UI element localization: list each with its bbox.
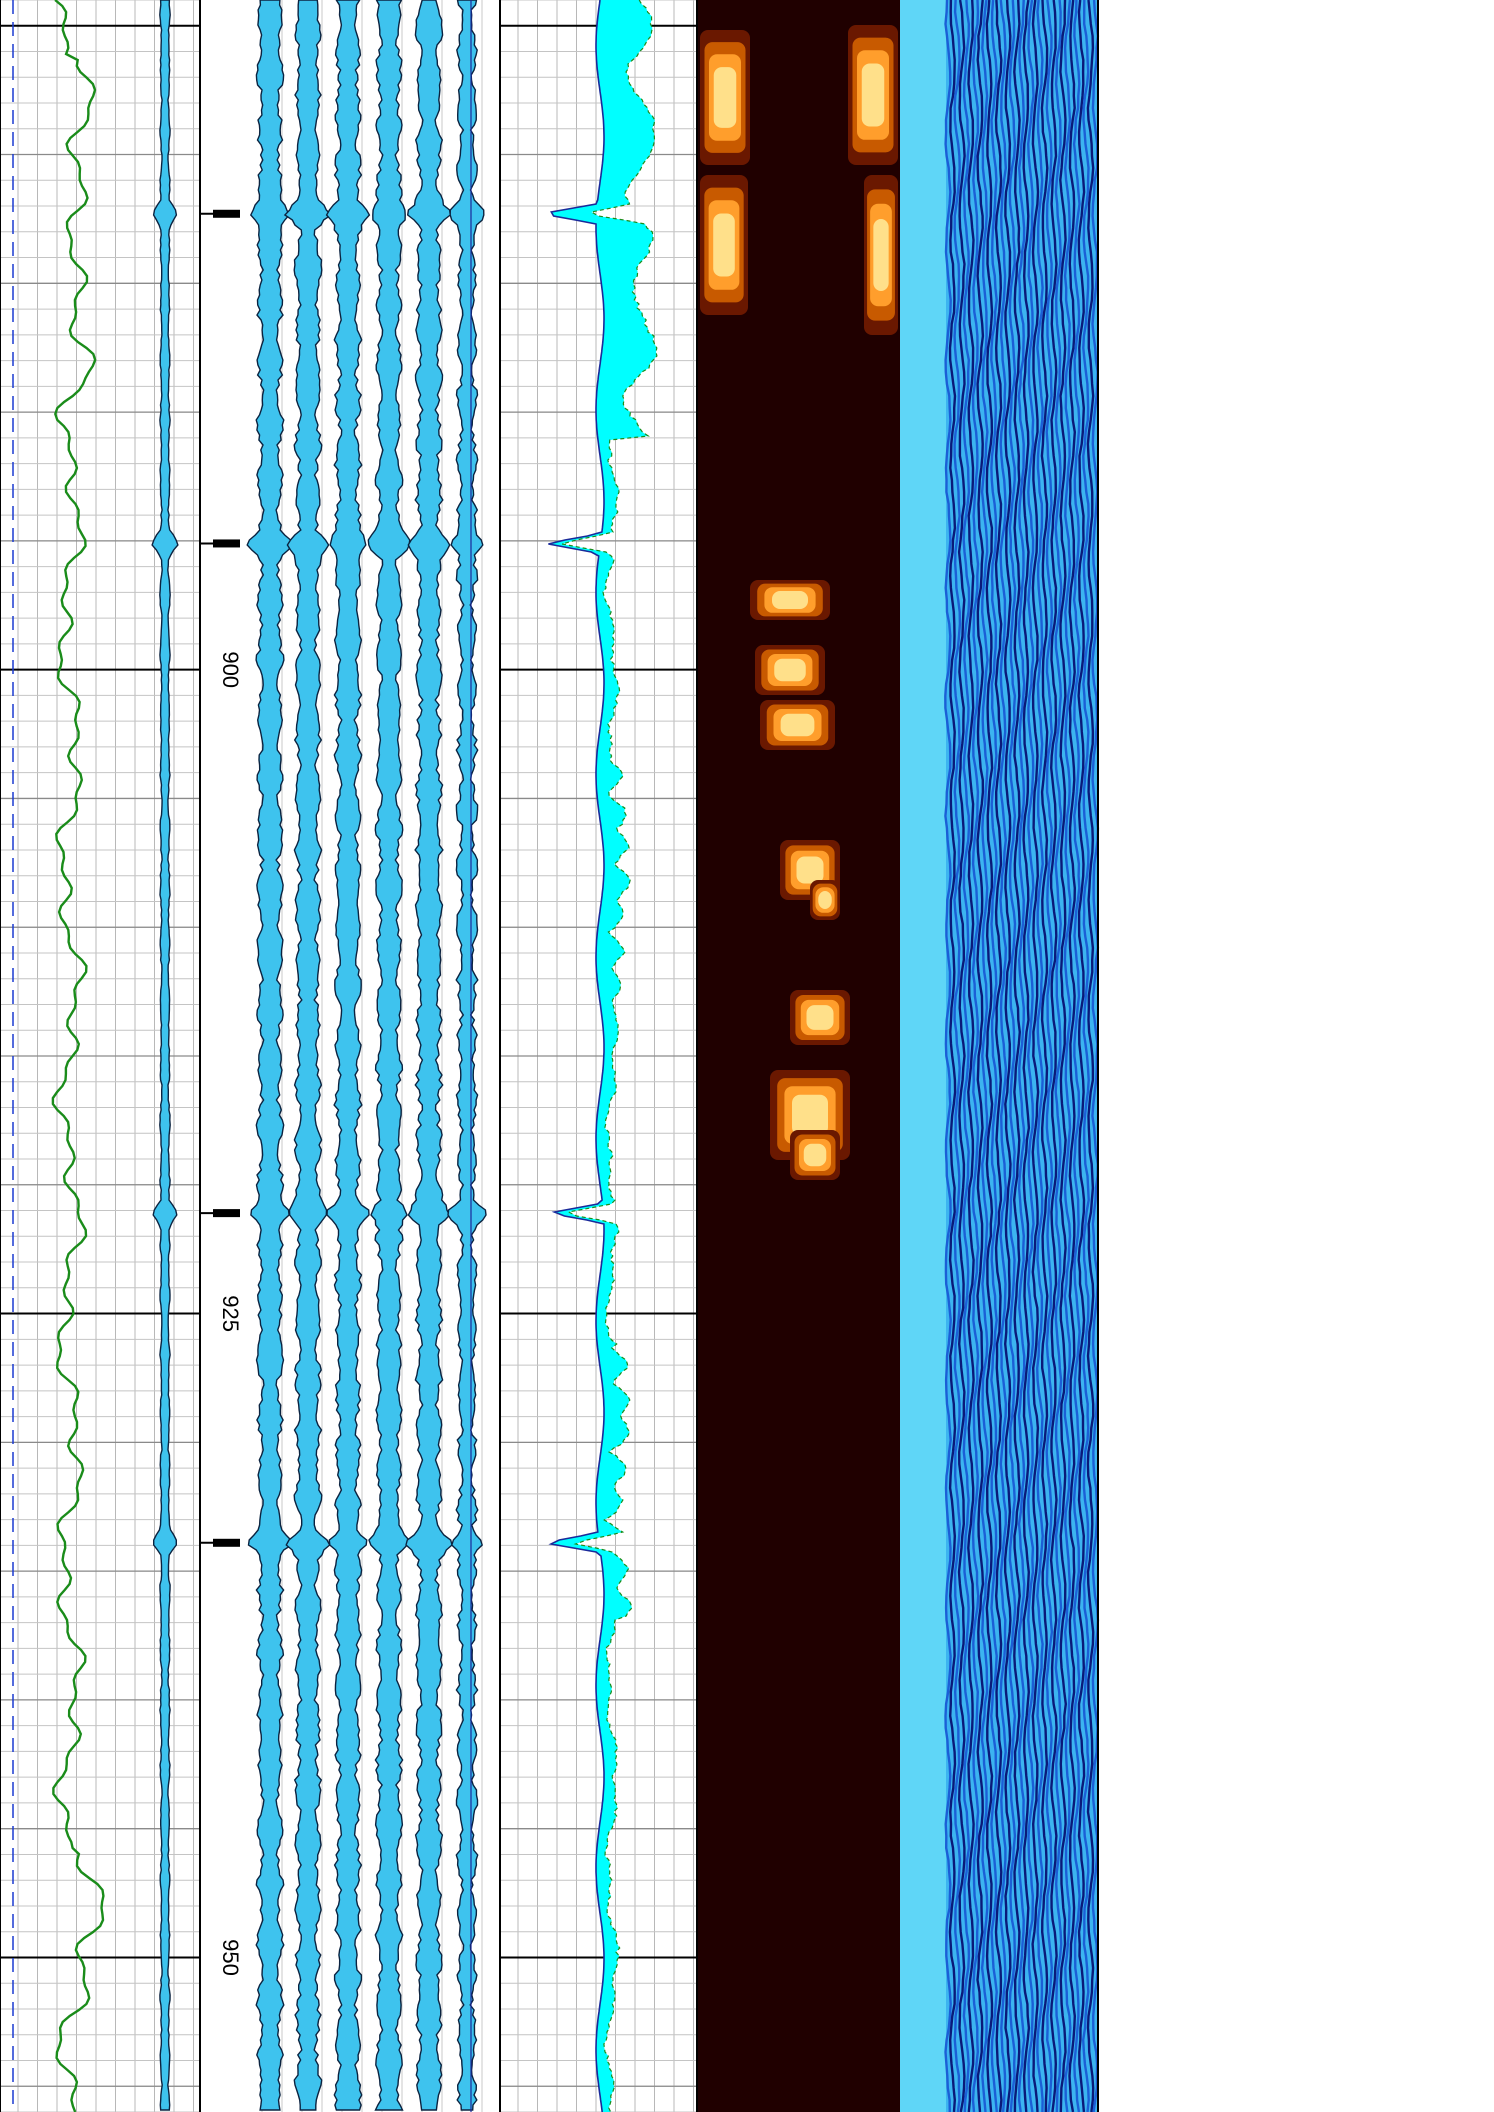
- depth-track: 900 925 950: [200, 209, 243, 1976]
- sector-amplitude-fill: [246, 0, 294, 2111]
- depth-label-900: 900: [218, 651, 243, 688]
- vdl-waveform-trace: [994, 0, 1003, 2112]
- sector-amplitude-fill: [405, 0, 453, 2111]
- vdl-waveform-trace: [1063, 0, 1072, 2112]
- vdl-waveform-trace: [1008, 0, 1017, 2112]
- bond-index-track: [151, 0, 179, 2111]
- amplitude-blob: [806, 1005, 834, 1030]
- sector-amplitude-fill: [367, 0, 411, 2111]
- amplitude-blob: [873, 219, 889, 291]
- amplitude-blob: [792, 1094, 828, 1136]
- depth-label-950: 950: [218, 1939, 243, 1976]
- vdl-waveform-trace: [1059, 0, 1068, 2112]
- vdl-waveform-trace: [1003, 0, 1012, 2112]
- vdl-waveform-trace: [948, 0, 957, 2112]
- vdl-waveform-trace: [999, 0, 1008, 2112]
- vdl-waveform-trace: [1081, 0, 1090, 2112]
- vdl-waveform-trace: [967, 0, 975, 2112]
- casing-collar-mark: [213, 1209, 240, 1218]
- vdl-waveform-trace: [1035, 0, 1044, 2112]
- vdl-waveform-trace: [1086, 0, 1095, 2112]
- vdl-waveform-trace: [1077, 0, 1086, 2112]
- amplitude-blob: [772, 591, 808, 609]
- vdl-waveform-trace: [1040, 0, 1049, 2112]
- vdl-waveform-trace: [1049, 0, 1058, 2112]
- casing-collar-mark: [213, 209, 240, 218]
- vdl-waveform-trace: [1068, 0, 1077, 2112]
- amplitude-blob: [803, 1143, 827, 1167]
- amplitude-blob: [780, 713, 815, 737]
- vdl-waveform-trace: [953, 0, 962, 2112]
- sector-amplitude-fill: [447, 0, 487, 2111]
- gamma-ray-curve: [51, 0, 105, 2112]
- sector-amplitude-fill: [283, 0, 333, 2111]
- vdl-waveform-trace: [1017, 0, 1026, 2112]
- amplitude-blob: [796, 856, 824, 884]
- amplitude-image-background: [698, 0, 900, 2112]
- cbl-amplitude-left-curve: [548, 0, 605, 2112]
- vdl-waveform-trace: [1091, 0, 1100, 2112]
- amplitude-blob: [774, 658, 806, 682]
- vdl-waveform-trace: [1012, 0, 1022, 2112]
- gamma-ray-track: [51, 0, 105, 2112]
- vdl-waveform-trace: [1072, 0, 1081, 2112]
- vdl-waveform-trace: [962, 0, 971, 2112]
- vdl-waveform-trace: [957, 0, 966, 2112]
- vdl-waveform-trace: [971, 0, 980, 2112]
- bond-index-fill: [151, 0, 179, 2111]
- vdl-waveform-trace: [1031, 0, 1040, 2112]
- vdl-waveform-trace: [1054, 0, 1063, 2112]
- vdl-waveform-trace: [1026, 0, 1035, 2112]
- depth-label-925: 925: [218, 1295, 243, 1332]
- vdl-waveform-trace: [980, 0, 989, 2112]
- amplitude-blob: [713, 67, 737, 128]
- amplitude-blob: [713, 213, 735, 277]
- amplitude-image-track: [698, 0, 900, 2112]
- vdl-waveform-track: [900, 0, 1100, 2112]
- vdl-early-window: [900, 0, 946, 2112]
- amplitude-blob: [861, 63, 885, 127]
- sector-amplitude-track: [246, 0, 487, 2112]
- sector-amplitude-fill: [325, 0, 371, 2111]
- vdl-waveform-trace: [944, 0, 952, 2112]
- cbl-amplitude-track: [548, 0, 658, 2112]
- vdl-waveform-trace: [985, 0, 994, 2112]
- casing-collar-mark: [213, 1538, 240, 1547]
- vdl-waveform-trace: [990, 0, 998, 2112]
- vdl-waveform-trace: [1022, 0, 1031, 2112]
- vdl-waveform-trace: [1045, 0, 1054, 2112]
- vdl-waveform-trace: [976, 0, 985, 2112]
- amplitude-blob: [818, 891, 832, 909]
- casing-collar-mark: [213, 539, 240, 548]
